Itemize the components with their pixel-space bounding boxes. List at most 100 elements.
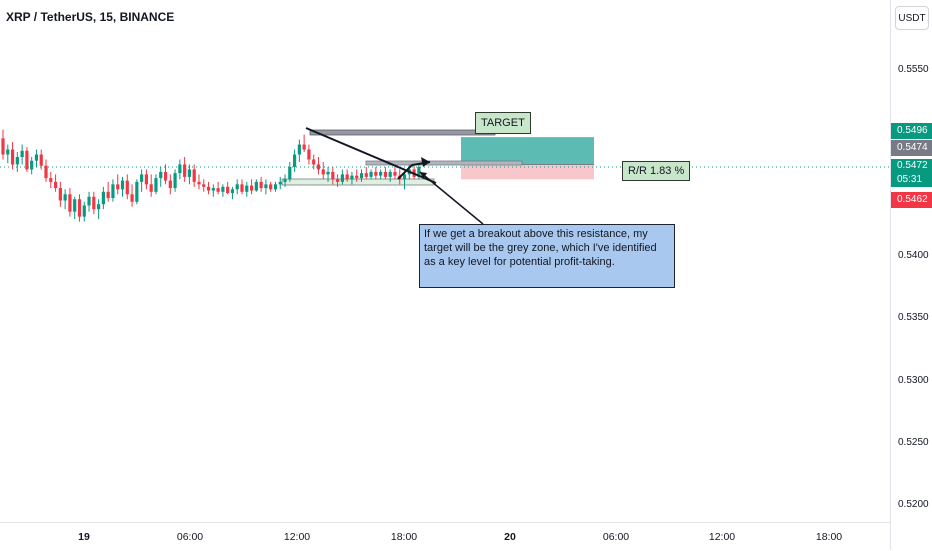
bar-countdown-badge: 05:31 (891, 173, 932, 187)
candle-body (288, 166, 292, 180)
candle-body (149, 184, 153, 192)
candle-body (350, 175, 354, 180)
profit-zone (461, 137, 594, 165)
arrow-head (421, 157, 430, 167)
candle-body (68, 194, 72, 212)
descending-trendline (305, 127, 437, 184)
candle-body (63, 194, 67, 201)
time-tick: 20 (504, 531, 516, 543)
candle-body (240, 184, 244, 192)
candle-body (206, 186, 211, 191)
candle-body (302, 144, 306, 150)
target-label[interactable]: TARGET (475, 112, 531, 134)
time-tick: 12:00 (283, 531, 311, 543)
candle-body (183, 164, 187, 177)
candle-body (25, 150, 29, 170)
candle-body (49, 178, 53, 182)
time-tick: 18:00 (815, 531, 843, 543)
symbol-title[interactable]: XRP / TetherUS, 15, BINANCE (6, 10, 175, 24)
candle-body (374, 171, 378, 176)
candle-body (292, 154, 297, 167)
time-tick: 06:00 (602, 531, 630, 543)
candle-body (111, 184, 115, 199)
candle-body (249, 185, 254, 191)
candle-body (379, 171, 383, 176)
candle-body (192, 169, 196, 182)
candle-body (307, 149, 311, 160)
connector-head (420, 172, 427, 179)
candle-body (58, 188, 62, 201)
candle-body (316, 164, 321, 170)
candle-body (264, 184, 268, 189)
candle-body (39, 154, 43, 166)
resistance-zone (365, 160, 523, 166)
candle-body (402, 174, 407, 180)
candle-body (393, 171, 397, 176)
price-tick: 0.5300 (898, 375, 929, 386)
time-tick: 19 (78, 531, 90, 543)
candle-body (273, 184, 278, 190)
price-tick: 0.5550 (898, 64, 929, 75)
candle-body (345, 174, 349, 180)
candle-body (235, 184, 239, 190)
candle-body (245, 185, 249, 192)
grey-target-zone (309, 129, 496, 136)
candle-body (130, 194, 134, 202)
time-axis[interactable] (0, 522, 890, 551)
candle-body (6, 149, 10, 155)
candle-body (1, 138, 5, 155)
candle-body (34, 154, 39, 161)
candle-body (269, 184, 273, 190)
candle-body (259, 181, 263, 189)
chart-pane[interactable] (0, 0, 890, 522)
candle-body (144, 174, 148, 185)
risk-reward-label[interactable]: R/R 1.83 % (622, 161, 691, 181)
candle-body (326, 171, 330, 175)
candle-body (216, 188, 220, 192)
candle-body (230, 189, 235, 194)
price-axis[interactable] (890, 0, 932, 550)
candle-body (321, 169, 325, 175)
candle-body (278, 181, 282, 185)
candle-body (221, 186, 225, 192)
candle-body (369, 171, 373, 177)
price-tick: 0.5250 (898, 437, 929, 448)
stop-loss-zone (461, 164, 594, 180)
candle-body (202, 184, 206, 187)
candle-body (163, 171, 168, 181)
target-price-badge: 0.5496 (891, 123, 932, 139)
time-tick: 06:00 (176, 531, 204, 543)
candle-body (140, 174, 144, 182)
candle-body (197, 181, 201, 185)
callout-connector (419, 171, 484, 225)
candle-body (10, 149, 15, 165)
candle-body (159, 171, 163, 179)
currency-button[interactable]: USDT (895, 6, 929, 30)
candle-body (364, 173, 368, 177)
candle-body (336, 179, 340, 182)
candle-body (53, 181, 58, 189)
candlestick-chart[interactable] (0, 0, 890, 522)
candle-body (340, 174, 344, 182)
candle-body (97, 204, 101, 210)
candle-body (73, 199, 77, 212)
candle-body (297, 144, 301, 155)
time-tick: 12:00 (708, 531, 736, 543)
candle-body (226, 186, 230, 194)
price-tick: 0.5350 (898, 312, 929, 323)
candle-body (168, 180, 172, 189)
candle-body (30, 160, 34, 170)
candle-body (135, 181, 139, 202)
candle-body (106, 191, 110, 199)
candle-body (101, 191, 105, 205)
last-price-badge: 0.5472 (891, 159, 932, 173)
candle-body (116, 184, 120, 190)
support-zone (281, 178, 435, 186)
candle-body (92, 196, 96, 210)
callout-note[interactable]: If we get a breakout above this resistan… (419, 224, 675, 288)
candle-body (87, 196, 91, 206)
candle-body (355, 175, 359, 179)
axis-corner[interactable] (891, 528, 932, 550)
candle-body (154, 178, 158, 192)
candle-body (178, 164, 182, 174)
